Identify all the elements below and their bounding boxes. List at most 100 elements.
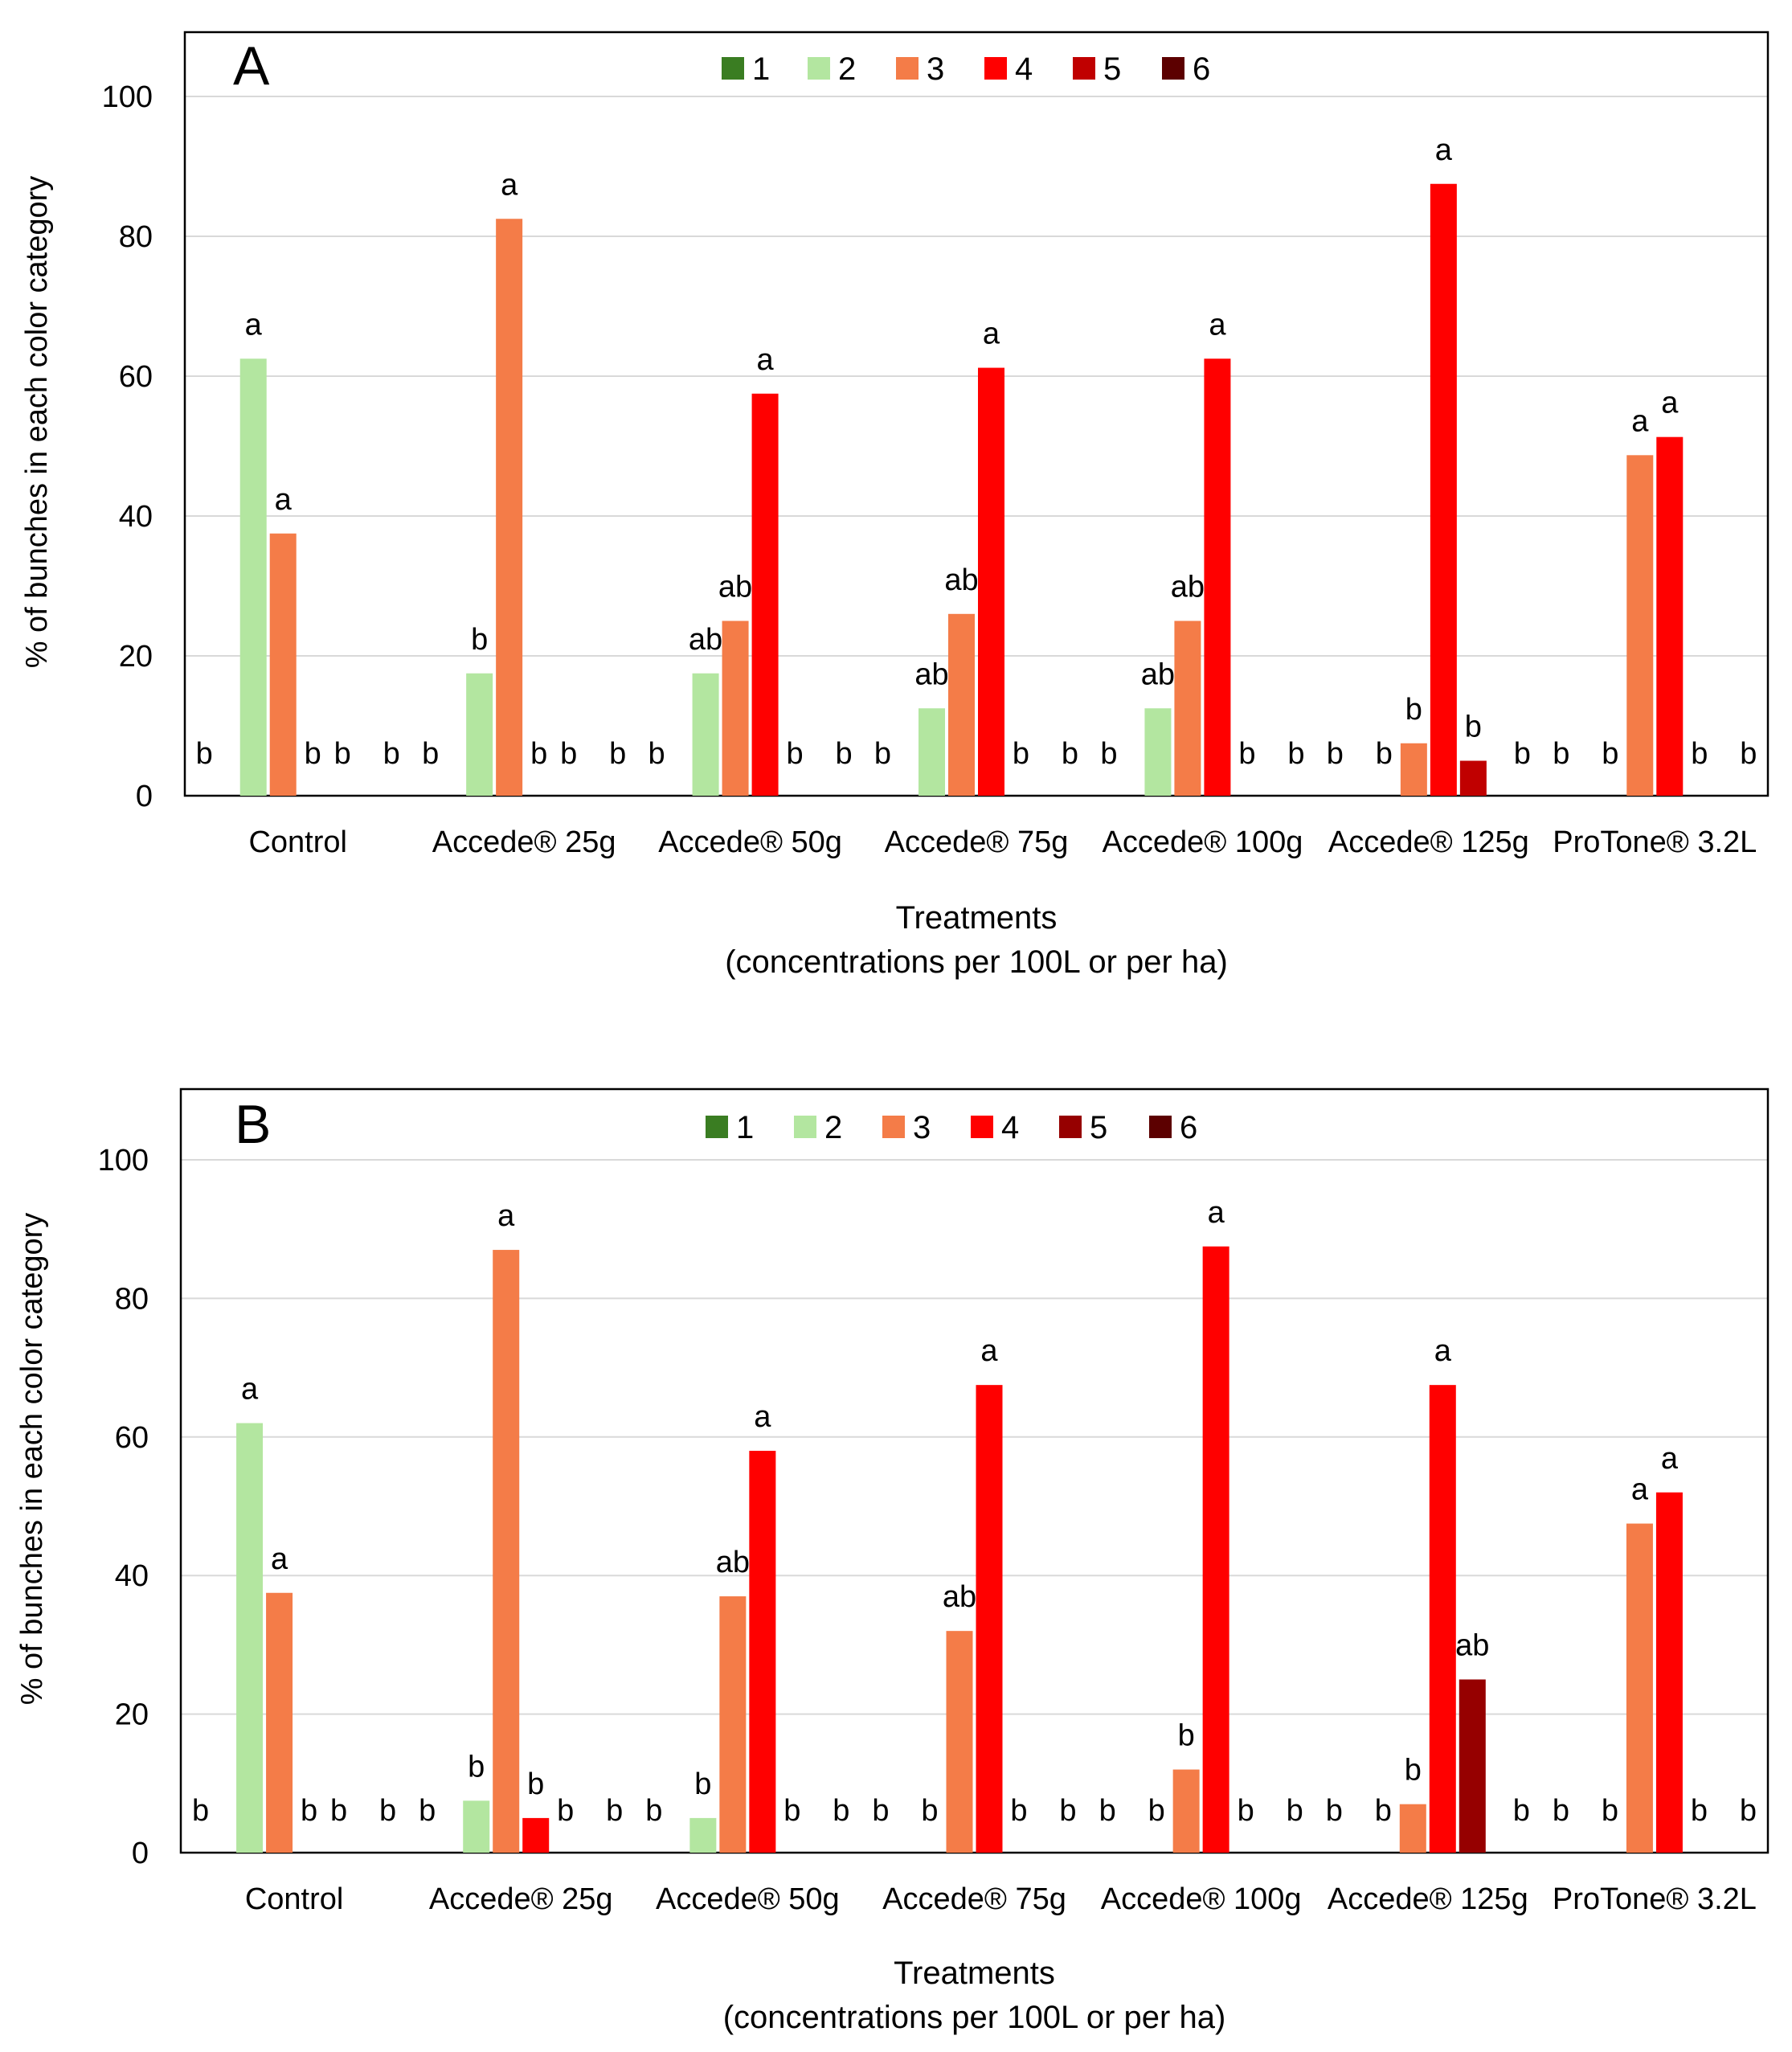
bar-series-2-1 xyxy=(466,673,493,796)
y-tick-label: 20 xyxy=(115,1698,149,1732)
panel-label: A xyxy=(233,35,270,96)
legend-swatch-2 xyxy=(794,1116,816,1138)
legend-label-6: 6 xyxy=(1193,51,1210,87)
plot-frame xyxy=(179,1087,1769,1854)
sig-letter: b xyxy=(1691,1794,1708,1828)
sig-letter: a xyxy=(1209,308,1226,342)
legend-label-4: 4 xyxy=(1015,51,1033,87)
sig-letter: a xyxy=(1631,1473,1649,1507)
sig-letter: b xyxy=(1099,1794,1116,1828)
bar-series-3-6 xyxy=(1626,455,1654,796)
sig-letter: ab xyxy=(716,1546,750,1579)
sig-letter: b xyxy=(530,737,547,771)
bar-series-4-2 xyxy=(749,1451,776,1853)
sig-letter: b xyxy=(1238,737,1255,771)
y-tick-label: 100 xyxy=(102,80,153,114)
sig-letter: b xyxy=(1553,737,1569,771)
y-tick-label: 0 xyxy=(136,780,153,813)
sig-letter: b xyxy=(921,1794,938,1828)
legend-label-1: 1 xyxy=(752,51,770,87)
legend-label-2: 2 xyxy=(824,1110,842,1145)
sig-letter: b xyxy=(1465,711,1482,744)
y-axis-title: % of bunches in each color category xyxy=(20,176,54,669)
bar-series-3-5 xyxy=(1400,743,1427,796)
category-label: Accede® 25g xyxy=(432,825,616,859)
sig-letter: b xyxy=(1100,737,1117,771)
bar-series-3-5 xyxy=(1399,1804,1426,1853)
sig-letter: a xyxy=(271,1542,288,1576)
sig-letter: b xyxy=(787,737,804,771)
y-axis-title: % of bunches in each color category xyxy=(15,1213,49,1706)
legend-label-4: 4 xyxy=(1001,1110,1019,1145)
legend-label-5: 5 xyxy=(1090,1110,1107,1145)
sig-letter: b xyxy=(1059,1794,1076,1828)
sig-letter: a xyxy=(1208,1196,1225,1230)
category-label: Accede® 100g xyxy=(1101,1882,1302,1916)
sig-letter: b xyxy=(1602,737,1618,771)
y-tick-label: 40 xyxy=(119,500,153,534)
sig-letter: b xyxy=(192,1794,209,1828)
sig-letter: b xyxy=(560,737,577,771)
legend-swatch-4 xyxy=(984,57,1007,80)
sig-letter: ab xyxy=(689,623,722,657)
sig-letter: b xyxy=(1405,693,1422,727)
legend-swatch-1 xyxy=(706,1116,728,1138)
sig-letter: a xyxy=(245,308,263,342)
sig-letter: a xyxy=(1631,404,1649,438)
category-label: Accede® 50g xyxy=(656,1882,840,1916)
category-label: ProTone® 3.2L xyxy=(1553,825,1757,859)
category-label: Accede® 75g xyxy=(885,825,1069,859)
legend-swatch-5 xyxy=(1059,1116,1082,1138)
bar-series-4-1 xyxy=(522,1817,550,1853)
bar-series-3-0 xyxy=(266,1592,293,1853)
sig-letter: b xyxy=(468,1750,485,1784)
bar-series-3-2 xyxy=(722,621,749,796)
sig-letter: b xyxy=(305,737,321,771)
legend-swatch-6 xyxy=(1162,57,1184,80)
legend-swatch-6 xyxy=(1149,1116,1172,1138)
bar-series-2-0 xyxy=(239,358,267,796)
sig-letter: a xyxy=(757,343,775,377)
legend-swatch-2 xyxy=(808,57,830,80)
sig-letter: b xyxy=(1691,737,1708,771)
bar-series-3-4 xyxy=(1174,621,1201,796)
legend-label-6: 6 xyxy=(1180,1110,1197,1145)
sig-letter: a xyxy=(275,483,293,517)
sig-letter: b xyxy=(334,737,351,771)
bar-series-3-3 xyxy=(948,613,975,796)
sig-letter: b xyxy=(557,1794,574,1828)
bar-series-2-1 xyxy=(463,1800,490,1853)
sig-letter: a xyxy=(980,1334,998,1368)
bar-series-4-6 xyxy=(1655,1492,1683,1853)
sig-letter: ab xyxy=(1141,657,1175,691)
bar-series-3-2 xyxy=(719,1596,747,1853)
bar-series-4-4 xyxy=(1204,358,1231,796)
sig-letter: b xyxy=(872,1794,889,1828)
category-label: Control xyxy=(245,1882,344,1916)
sig-letter: b xyxy=(645,1794,662,1828)
plot-frame xyxy=(183,31,1769,797)
sig-letter: a xyxy=(497,1199,515,1233)
y-tick-label: 20 xyxy=(119,640,153,674)
sig-letter: b xyxy=(609,737,626,771)
sig-letter: b xyxy=(1178,1719,1195,1753)
bar-series-3-4 xyxy=(1172,1769,1200,1853)
sig-letter: b xyxy=(1148,1794,1165,1828)
sig-letter: b xyxy=(1740,737,1757,771)
sig-letter: b xyxy=(330,1794,347,1828)
category-label: Control xyxy=(248,825,347,859)
sig-letter: b xyxy=(1287,737,1304,771)
sig-letter: b xyxy=(422,737,439,771)
legend-swatch-1 xyxy=(722,57,744,80)
legend-swatch-3 xyxy=(896,57,919,80)
legend-label-3: 3 xyxy=(927,51,944,87)
sig-letter: b xyxy=(1375,1794,1392,1828)
sig-letter: b xyxy=(419,1794,436,1828)
bar-series-4-5 xyxy=(1430,183,1457,796)
sig-letter: b xyxy=(1513,1794,1530,1828)
y-tick-label: 60 xyxy=(119,360,153,394)
legend-label-1: 1 xyxy=(736,1110,754,1145)
sig-letter: a xyxy=(1435,133,1453,167)
bar-series-4-6 xyxy=(1656,436,1684,796)
